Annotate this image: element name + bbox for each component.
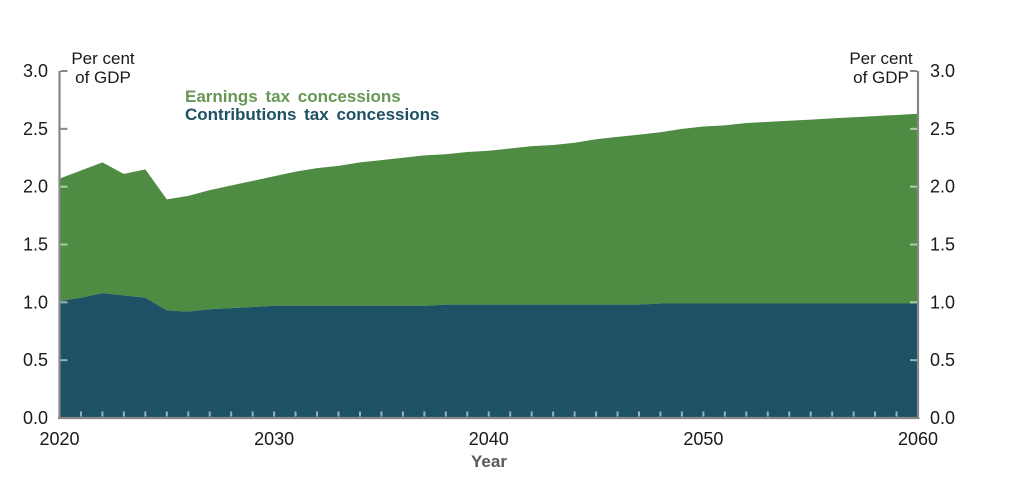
legend-item-earnings: Earnings tax concessions	[185, 87, 401, 106]
area-earnings-tax-concessions	[59, 113, 918, 312]
y-tick-label-left: 1.5	[23, 235, 48, 255]
y-tick-label-right: 0.0	[930, 408, 955, 428]
x-tick-label: 2040	[469, 429, 509, 449]
y-axis-unit-line2: of GDP	[75, 68, 131, 87]
y-tick-label-right: 0.5	[930, 350, 955, 370]
legend-item-contributions: Contributions tax concessions	[185, 105, 440, 124]
y-axis-unit-line1: Per cent	[849, 49, 913, 68]
x-tick-label: 2060	[898, 429, 938, 449]
x-axis-title: Year	[471, 452, 507, 471]
y-tick-label-left: 2.5	[23, 119, 48, 139]
x-tick-label: 2050	[683, 429, 723, 449]
y-tick-label-left: 2.0	[23, 177, 48, 197]
y-tick-label-left: 0.0	[23, 408, 48, 428]
x-tick-label: 2030	[254, 429, 294, 449]
y-tick-label-left: 3.0	[23, 61, 48, 81]
y-tick-label-right: 3.0	[930, 61, 955, 81]
y-tick-label-right: 2.5	[930, 119, 955, 139]
y-axis-unit-label-left: Per cent of GDP	[55, 49, 151, 87]
area-contributions-tax-concessions	[59, 293, 918, 418]
y-tick-label-right: 1.0	[930, 292, 955, 312]
y-axis-unit-label-right: Per cent of GDP	[833, 49, 929, 87]
y-axis-unit-line2: of GDP	[853, 68, 909, 87]
y-tick-label-left: 1.0	[23, 292, 48, 312]
legend: Earnings tax concessions Contributions t…	[185, 88, 439, 124]
y-axis-unit-line1: Per cent	[71, 49, 135, 68]
y-tick-label-right: 1.5	[930, 235, 955, 255]
y-tick-label-left: 0.5	[23, 350, 48, 370]
y-tick-label-right: 2.0	[930, 177, 955, 197]
x-tick-label: 2020	[39, 429, 79, 449]
